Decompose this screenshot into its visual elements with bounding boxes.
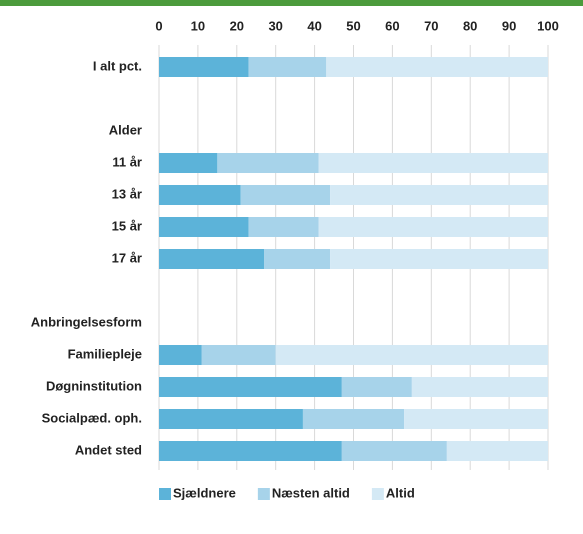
legend-swatch — [257, 488, 270, 500]
category-label: Andet sted — [75, 442, 142, 457]
x-tick-label: 90 — [502, 18, 516, 33]
x-tick-label: 40 — [307, 18, 321, 33]
bar-segment — [330, 185, 548, 205]
category-label: Familiepleje — [68, 346, 142, 361]
bar-segment — [302, 409, 405, 429]
x-tick-label: 70 — [424, 18, 438, 33]
bar-segment — [159, 409, 303, 429]
bar-segment — [159, 217, 249, 237]
x-tick-label: 20 — [230, 18, 244, 33]
legend-label: Sjældnere — [173, 485, 236, 500]
bar-segment — [159, 345, 202, 365]
bar-segment — [318, 217, 548, 237]
x-tick-label: 0 — [155, 18, 162, 33]
x-tick-label: 10 — [191, 18, 205, 33]
bar-segment — [264, 249, 331, 269]
legend-label: Altid — [386, 485, 415, 500]
bar-segment — [341, 377, 412, 397]
bar-segment — [240, 185, 331, 205]
x-tick-label: 50 — [346, 18, 360, 33]
x-tick-label: 100 — [537, 18, 559, 33]
category-label: 17 år — [112, 250, 142, 265]
category-label: Anbringelsesform — [31, 314, 142, 329]
bar-segment — [330, 249, 548, 269]
legend-label: Næsten altid — [272, 485, 350, 500]
bar-segment — [159, 57, 249, 77]
bar-segment — [318, 153, 548, 173]
bar-segment — [404, 409, 548, 429]
category-label: 13 år — [112, 186, 142, 201]
x-tick-label: 30 — [268, 18, 282, 33]
bar-segment — [159, 249, 265, 269]
bar-segment — [159, 153, 218, 173]
legend-swatch — [159, 488, 171, 500]
bar-segment — [341, 441, 447, 461]
bar-segment — [159, 377, 342, 397]
bar-segment — [248, 217, 319, 237]
legend-swatch — [371, 488, 384, 500]
bar-segment — [411, 377, 548, 397]
category-label: Alder — [109, 122, 142, 137]
category-label: Døgninstitution — [46, 378, 142, 393]
category-label: I alt pct. — [93, 58, 142, 73]
bar-segment — [275, 345, 548, 365]
bar-segment — [248, 57, 327, 77]
category-label: 15 år — [112, 218, 142, 233]
bar-segment — [446, 441, 548, 461]
header-bar — [0, 0, 583, 6]
x-tick-label: 80 — [463, 18, 477, 33]
bar-segment — [217, 153, 319, 173]
bar-segment — [159, 441, 342, 461]
x-tick-label: 60 — [385, 18, 399, 33]
category-label: 11 år — [112, 154, 142, 169]
bar-segment — [326, 57, 548, 77]
bar-segment — [159, 185, 241, 205]
category-label: Socialpæd. oph. — [42, 410, 142, 425]
bar-segment — [201, 345, 276, 365]
